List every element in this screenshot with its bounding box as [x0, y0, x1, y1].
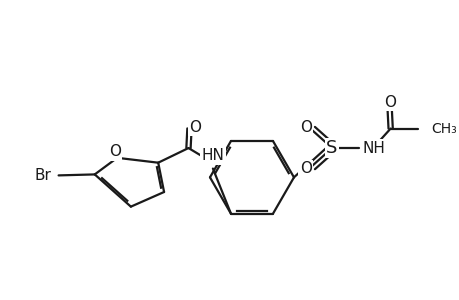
- Text: NH: NH: [362, 140, 384, 155]
- Text: O: O: [109, 145, 121, 160]
- Text: O: O: [299, 161, 311, 176]
- Text: O: O: [383, 94, 395, 110]
- Text: O: O: [299, 120, 311, 135]
- Text: HN: HN: [201, 148, 224, 164]
- Text: Br: Br: [35, 168, 52, 183]
- Text: O: O: [189, 120, 201, 135]
- Text: S: S: [326, 139, 337, 157]
- Text: CH₃: CH₃: [431, 122, 456, 136]
